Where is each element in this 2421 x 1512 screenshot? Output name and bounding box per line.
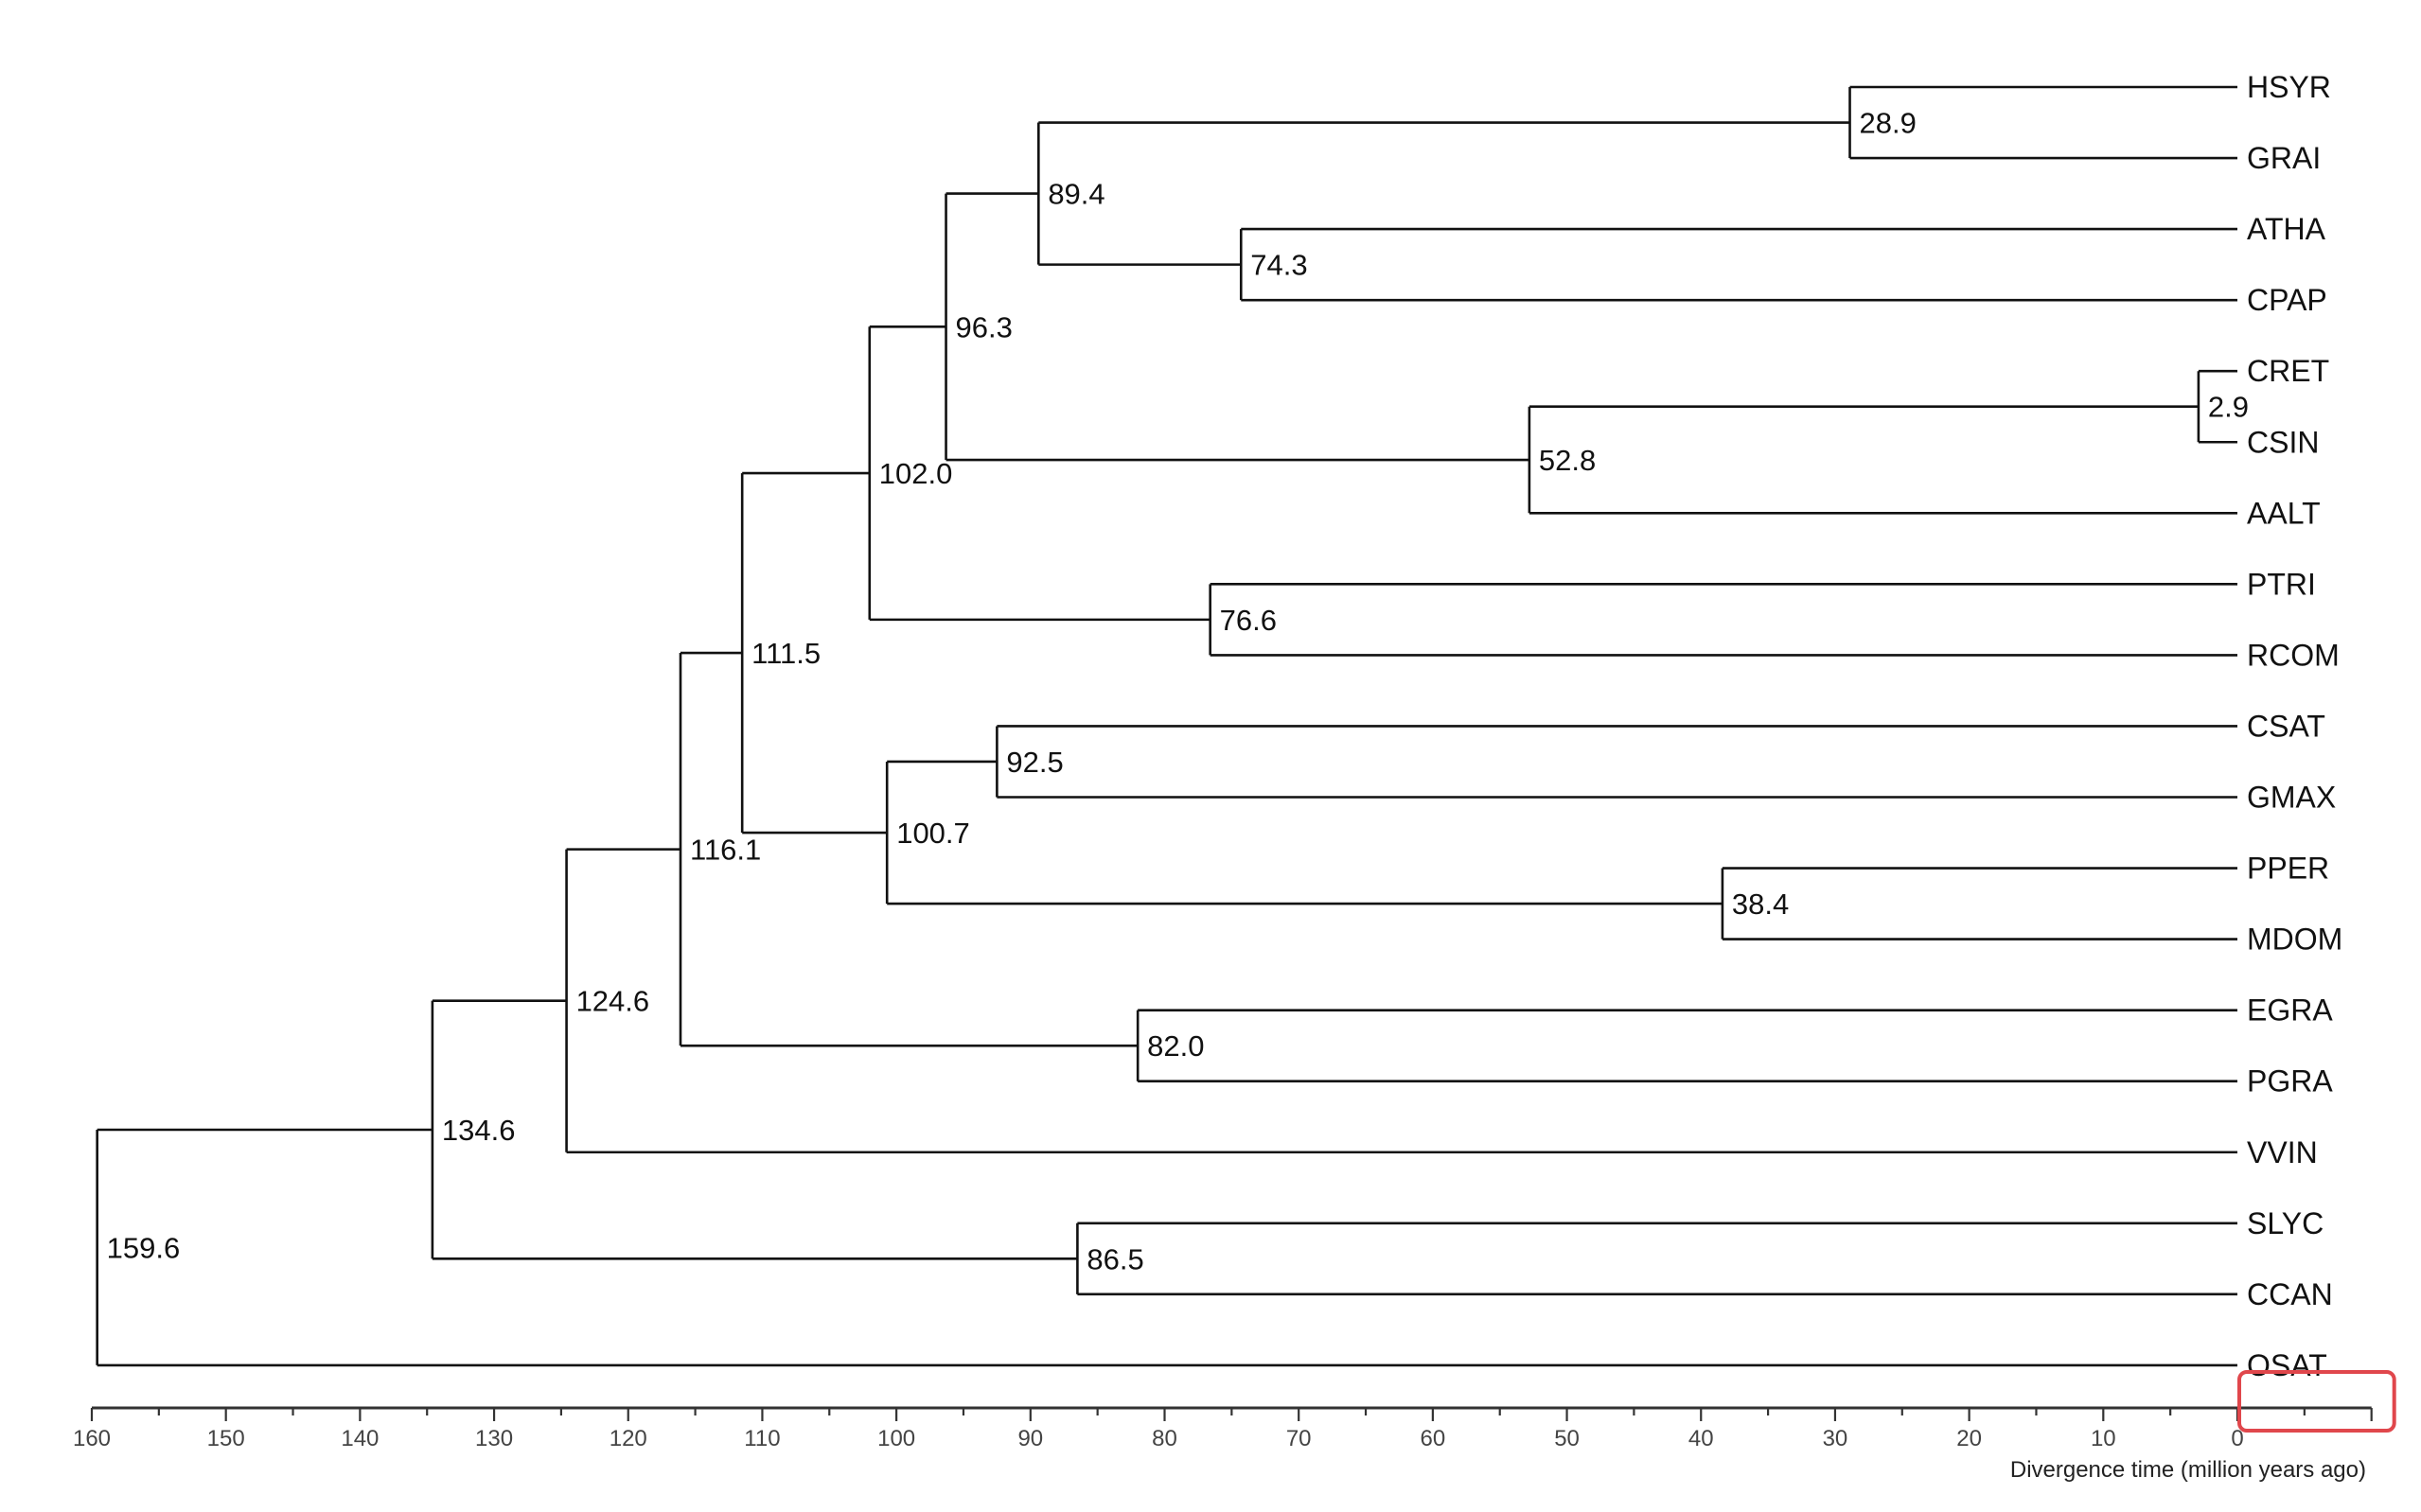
node-age-label: 82.0 [1147, 1029, 1204, 1063]
axis-tick-label: 150 [207, 1426, 245, 1451]
axis-tick-label: 0 [2231, 1426, 2243, 1451]
axis-ticks: 160 150 140 130 120 110 100 90 80 70 60 50 40 30 20 10 0 [73, 1408, 2373, 1451]
node-age-label: 2.9 [2208, 391, 2249, 424]
taxon-label: AALT [2247, 496, 2321, 530]
taxon-label: CCAN [2247, 1277, 2333, 1311]
axis-tick-label: 10 [2091, 1426, 2116, 1451]
taxon-label: PTRI [2247, 567, 2316, 601]
axis-tick-label: 130 [475, 1426, 513, 1451]
node-age-label: 159.6 [107, 1231, 181, 1264]
axis-tick-label: 50 [1554, 1426, 1580, 1451]
taxon-label: GRAI [2247, 141, 2321, 175]
node-age-label: 111.5 [751, 637, 821, 670]
node-age-label: 86.5 [1087, 1242, 1143, 1275]
node-age-label: 124.6 [576, 985, 650, 1018]
axis-tick-label: 140 [341, 1426, 379, 1451]
taxon-label: ATHA [2247, 212, 2326, 246]
axis-tick-label: 160 [73, 1426, 111, 1451]
taxon-label: GMAX [2247, 781, 2336, 815]
node-age-label: 92.5 [1006, 746, 1063, 779]
node-age-label: 28.9 [1860, 107, 1917, 140]
node-age-label: 96.3 [956, 310, 1013, 343]
taxon-label: SLYC [2247, 1206, 2324, 1240]
node-age-labels: 28.9 74.3 89.4 2.9 52.8 96.3 76.6 102.0 92.5 38.4… [107, 107, 2249, 1276]
axis-tick-label: 30 [1823, 1426, 1848, 1451]
taxon-label: HSYR [2247, 70, 2331, 104]
taxon-label: PGRA [2247, 1064, 2333, 1099]
axis-title: Divergence time (million years ago) [2010, 1457, 2366, 1483]
axis-tick-label: 80 [1152, 1426, 1177, 1451]
time-axis: 160 150 140 130 120 110 100 90 80 70 60 50 40 30 20 10 0… [73, 1406, 2373, 1483]
node-age-label: 89.4 [1048, 178, 1104, 211]
taxon-label: PPER [2247, 852, 2329, 886]
highlight-box[interactable] [2237, 1370, 2396, 1433]
node-age-label: 100.7 [896, 817, 970, 850]
taxon-label: RCOM [2247, 638, 2340, 672]
node-age-label: 102.0 [879, 457, 953, 490]
node-age-label: 74.3 [1250, 249, 1307, 282]
axis-tick-label: 20 [1956, 1426, 1982, 1451]
node-age-label: 116.1 [690, 834, 761, 867]
axis-tick-label: 40 [1688, 1426, 1714, 1451]
node-age-label: 38.4 [1732, 888, 1789, 921]
tree-branches [96, 85, 2237, 1367]
node-age-label: 134.6 [442, 1114, 516, 1147]
taxon-label: CPAP [2247, 283, 2327, 317]
taxon-label: MDOM [2247, 923, 2342, 957]
node-age-label: 52.8 [1539, 444, 1596, 477]
taxon-label: CSIN [2247, 425, 2319, 459]
axis-tick-label: 110 [744, 1426, 780, 1451]
axis-tick-label: 70 [1286, 1426, 1312, 1451]
node-age-label: 76.6 [1220, 604, 1277, 637]
axis-tick-label: 90 [1017, 1426, 1043, 1451]
taxon-label: CSAT [2247, 709, 2325, 743]
axis-tick-label: 60 [1421, 1426, 1446, 1451]
taxon-label: CRET [2247, 354, 2329, 388]
taxon-label: OSAT [2247, 1348, 2327, 1382]
axis-tick-label: 120 [610, 1426, 647, 1451]
axis-tick-label: 100 [877, 1426, 915, 1451]
taxon-labels: HSYR GRAI ATHA CPAP CRET CSIN AALT PTRI RCOM CSAT… [2247, 70, 2342, 1382]
taxon-label: VVIN [2247, 1135, 2318, 1169]
taxon-label: EGRA [2247, 993, 2333, 1028]
